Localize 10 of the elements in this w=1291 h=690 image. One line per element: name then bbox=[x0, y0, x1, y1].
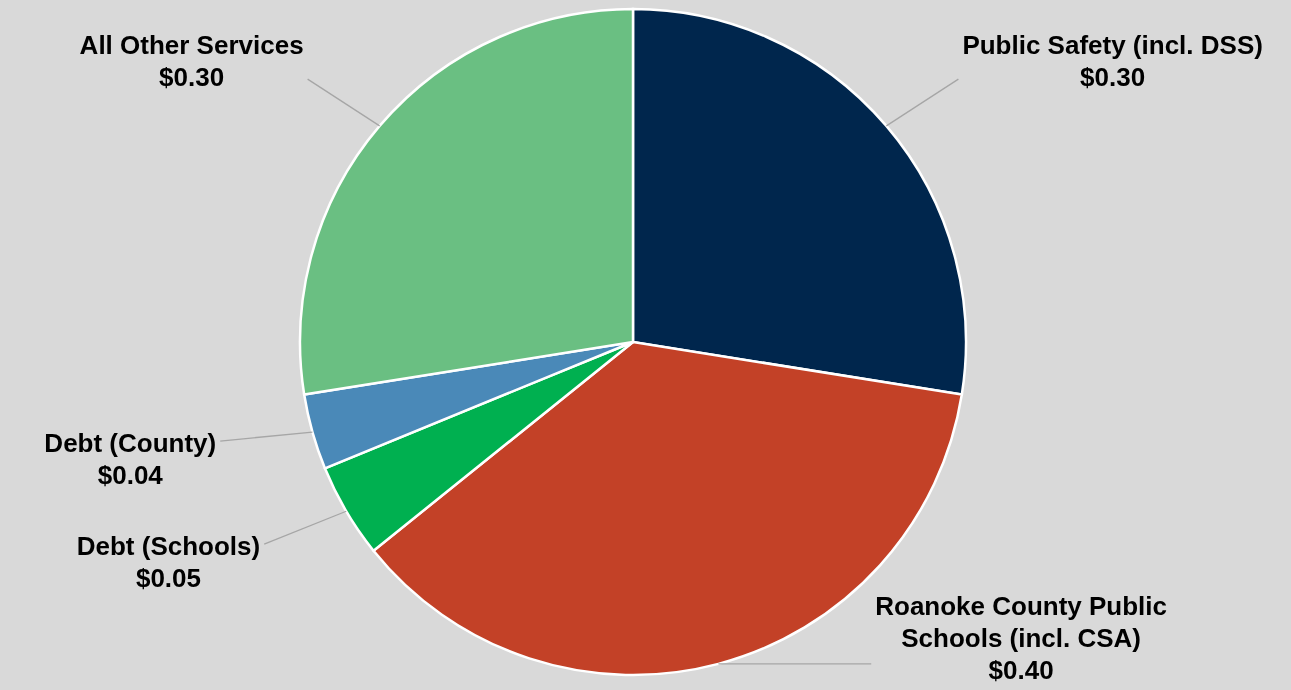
data-label: $0.04 bbox=[97, 460, 164, 491]
data-label: $0.40 bbox=[988, 655, 1054, 685]
slice-label: Debt (Schools) bbox=[76, 531, 261, 562]
data-label: $0.05 bbox=[135, 563, 202, 594]
slice-label: Public Safety (incl. DSS) bbox=[962, 30, 1263, 61]
data-label: $0.30 bbox=[1080, 62, 1146, 93]
data-label: $0.30 bbox=[159, 62, 225, 93]
slice-label: All Other Services bbox=[79, 30, 304, 61]
slice-label: Debt (County) bbox=[44, 428, 217, 459]
slice-label: Roanoke County Public Schools (incl. CSA) bbox=[875, 591, 1168, 653]
